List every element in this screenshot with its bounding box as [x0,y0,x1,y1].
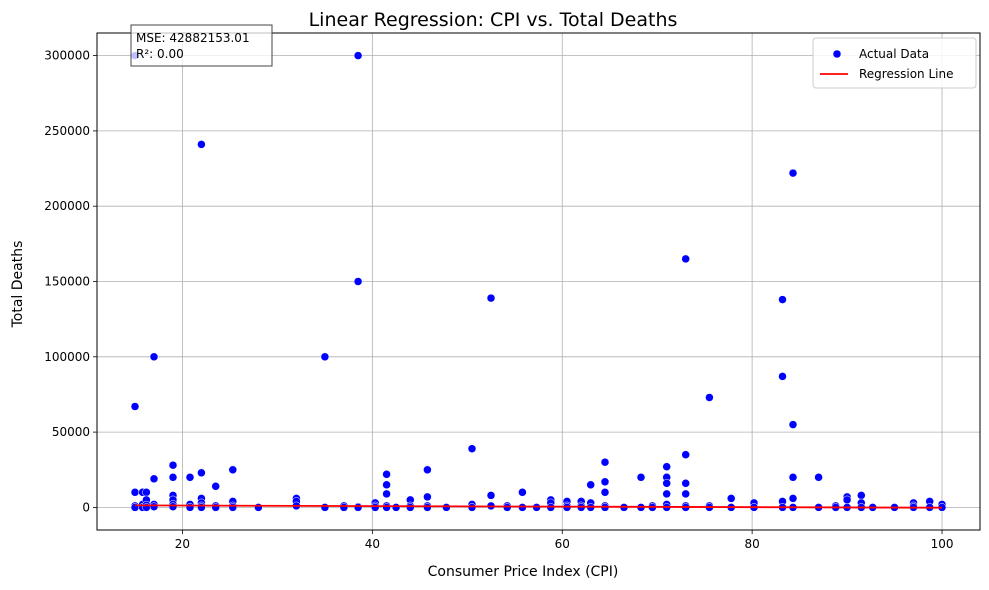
data-point [681,479,690,488]
data-point [130,402,140,411]
data-point [681,450,690,459]
data-point [636,473,646,482]
legend-label-regression: Regression Line [859,67,953,81]
data-point [382,503,391,512]
data-point [681,254,690,264]
data-point [320,503,330,512]
stats-box-frame [130,24,273,67]
stats-box: MSE: 42882153.01 R²: 0.00 [130,24,273,67]
data-point [442,503,451,512]
data-point [168,473,178,482]
data-point [353,51,363,60]
data-point [486,491,496,500]
data-point [142,488,151,497]
data-point [168,460,178,470]
data-point [600,488,610,497]
y-axis-label: Total Deaths [10,241,26,329]
data-point [423,465,432,475]
y-tick-label: 300000 [44,49,90,63]
data-point [353,277,363,286]
data-point [705,393,714,402]
legend-frame [812,37,977,89]
y-axis-ticks: 0 50000 100000 150000 200000 250000 300000 [44,49,97,514]
data-point [662,489,671,499]
data-point [197,468,206,478]
y-tick-label: 150000 [44,275,90,289]
data-point [197,140,206,149]
data-point [726,494,736,503]
data-point [778,295,787,304]
data-point [185,473,195,482]
chart-title: Linear Regression: CPI vs. Total Deaths [309,9,678,31]
data-point [197,503,206,512]
data-point [518,488,527,497]
data-point [586,480,595,490]
data-point [788,168,798,178]
legend-label-actual: Actual Data [859,47,929,61]
data-point [339,503,349,512]
data-point [391,503,401,512]
data-point [320,352,330,362]
data-point [211,503,220,512]
x-axis-label: Consumer Price Index (CPI) [428,564,619,580]
legend-marker-actual [832,49,842,59]
y-tick-label: 0 [82,500,90,514]
data-point [382,480,391,490]
data-point [502,503,512,512]
data-point [600,457,610,467]
data-point [662,462,671,471]
data-point [467,444,477,453]
data-point [467,503,477,512]
data-point [254,503,263,512]
regression-line [134,504,943,509]
x-axis-ticks: 20 40 60 80 100 [175,530,954,551]
data-point [211,482,220,491]
x-tick-label: 80 [744,537,759,551]
plot-area [130,51,947,512]
data-point [423,492,432,502]
mse-text: MSE: 42882153.01 [136,31,250,45]
data-point [681,489,690,499]
r2-text: R²: 0.00 [136,47,184,61]
data-point [382,470,391,479]
data-point [814,473,823,482]
data-point [228,465,238,475]
y-tick-label: 50000 [52,425,90,439]
data-point [130,488,140,497]
data-point [788,494,798,503]
x-tick-label: 20 [175,537,190,551]
data-point [228,503,238,512]
x-tick-label: 40 [365,537,380,551]
data-point [149,352,159,362]
x-tick-label: 100 [931,537,954,551]
data-point [423,503,432,512]
data-point [486,293,496,303]
data-point [149,474,159,484]
data-point [149,502,159,511]
data-point [370,503,380,512]
data-point [382,489,391,499]
y-tick-label: 100000 [44,350,90,364]
y-tick-label: 250000 [44,124,90,138]
data-point [788,420,798,429]
grid-lines [97,33,980,530]
data-point [842,495,852,505]
x-tick-label: 60 [555,537,570,551]
data-point [600,477,610,487]
y-tick-label: 200000 [44,199,90,213]
data-point [788,473,798,482]
data-point [857,491,866,500]
data-point [662,479,671,488]
legend: Actual Data Regression Line [812,37,977,89]
data-point [185,503,195,512]
data-point [353,503,363,512]
data-point [168,502,178,511]
data-point [406,503,415,512]
data-point [778,372,787,381]
